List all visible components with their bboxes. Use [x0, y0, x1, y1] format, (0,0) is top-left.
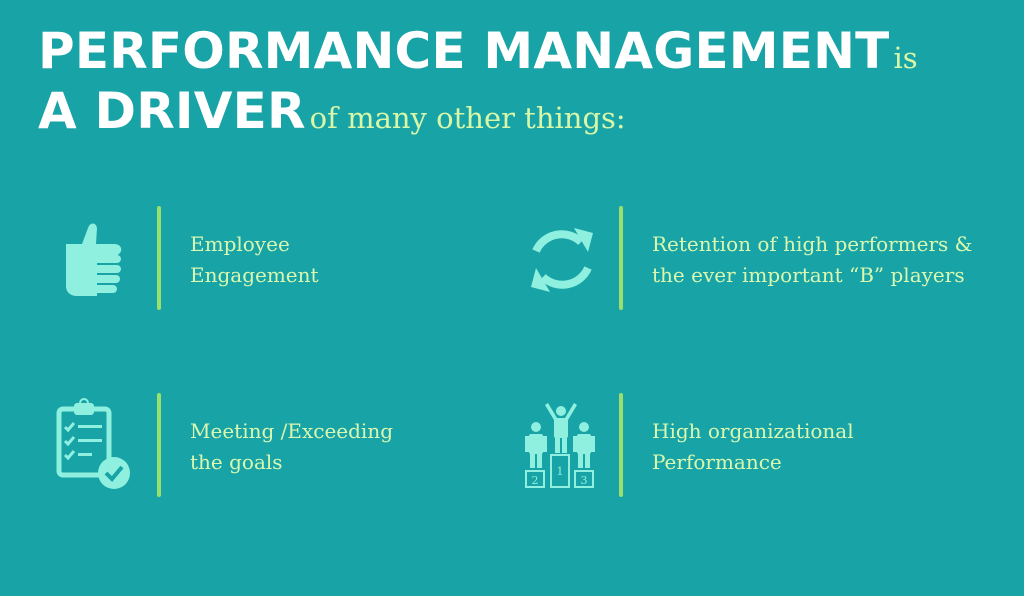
title-line-2: A DRIVER of many other things:: [38, 86, 626, 136]
item-divider: [619, 393, 623, 497]
title-line-1-bold: PERFORMANCE MANAGEMENT: [38, 22, 890, 80]
title-line-1-light: is: [893, 41, 918, 75]
podium-label-3: 3: [581, 474, 588, 487]
refresh-icon: [512, 206, 602, 306]
driver-item-meeting-goals: Meeting /Exceeding the goals: [50, 393, 470, 503]
item-divider: [157, 206, 161, 310]
item-text: Retention of high performers & the ever …: [652, 229, 973, 291]
item-line-1: High organizational: [652, 419, 854, 443]
item-text: High organizational Performance: [652, 416, 932, 478]
title-line-1: PERFORMANCE MANAGEMENT is: [38, 26, 918, 76]
item-text: Meeting /Exceeding the goals: [190, 416, 470, 478]
item-line-2: Performance: [652, 450, 782, 474]
thumbs-up-icon: [50, 206, 140, 306]
item-line-2: Engagement: [190, 263, 319, 287]
driver-item-employee-engagement: Employee Engagement: [50, 206, 470, 316]
item-divider: [157, 393, 161, 497]
item-line-1: Retention of high performers &: [652, 232, 973, 256]
item-text: Employee Engagement: [190, 229, 470, 291]
item-line-2: the goals: [190, 450, 283, 474]
podium-label-2: 2: [532, 474, 539, 487]
title-line-2-bold: A DRIVER: [38, 82, 306, 140]
item-line-2: the ever important “B” players: [652, 263, 965, 287]
title-line-2-light: of many other things:: [309, 101, 626, 135]
podium-label-1: 1: [557, 465, 564, 478]
item-line-1: Employee: [190, 232, 290, 256]
item-divider: [619, 206, 623, 310]
item-line-1: Meeting /Exceeding: [190, 419, 393, 443]
checklist-icon: [50, 393, 140, 493]
podium-icon: 2 1 3: [512, 393, 602, 493]
driver-item-retention: Retention of high performers & the ever …: [512, 206, 973, 316]
driver-item-organizational-performance: 2 1 3 High organizational Performance: [512, 393, 932, 503]
